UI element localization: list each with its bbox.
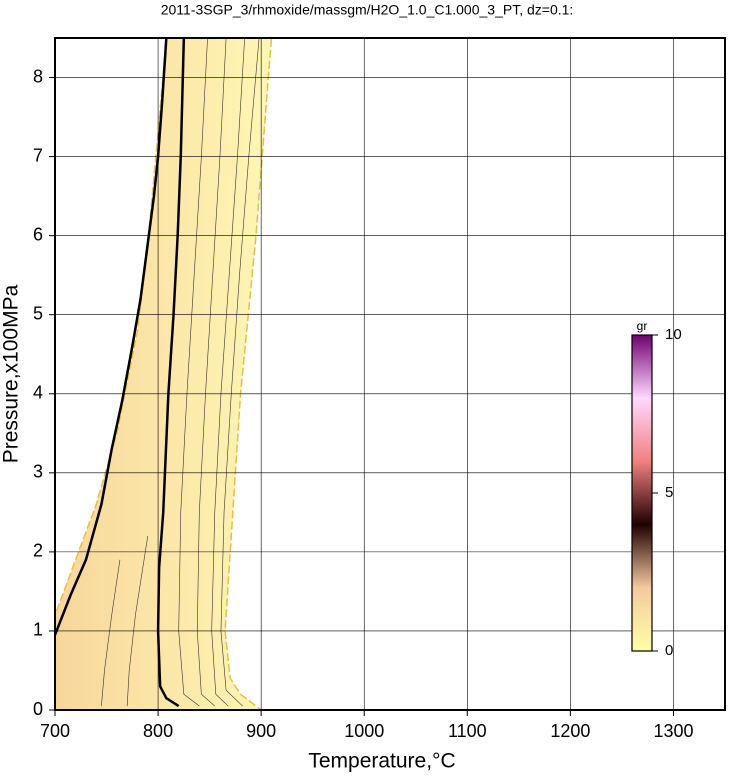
- contour-line: [156, 37, 186, 708]
- colorbar-tick-label: 0: [665, 642, 673, 659]
- colorbar-tick-label: 10: [665, 326, 682, 343]
- colorbar-tick-label: 5: [665, 484, 673, 501]
- x-tick-label: 800: [143, 721, 173, 741]
- x-tick-label: 900: [246, 721, 276, 741]
- chart-title: 2011-3SGP_3/rhmoxide/massgm/H2O_1.0_C1.0…: [161, 2, 574, 18]
- x-axis-label: Temperature,°C: [308, 750, 455, 773]
- y-axis-label: Pressure,x100MPa: [0, 284, 23, 463]
- y-tick-label: 8: [33, 66, 43, 86]
- x-tick-label: 1000: [344, 721, 384, 741]
- plot-frame: [54, 37, 726, 711]
- y-tick-label: 5: [33, 303, 43, 323]
- contour-line: [220, 37, 260, 707]
- contour-line: [178, 37, 208, 707]
- y-tick-label: 2: [33, 541, 43, 561]
- x-tick-label: 700: [40, 721, 70, 741]
- colorbar: [631, 334, 653, 652]
- y-tick-label: 6: [33, 224, 43, 244]
- x-tick-label: 1100: [448, 721, 487, 741]
- contour-line: [101, 559, 121, 707]
- y-tick-label: 4: [33, 383, 43, 403]
- y-tick-label: 0: [33, 699, 43, 719]
- contour-line: [211, 37, 245, 707]
- contour-line: [126, 536, 149, 707]
- y-tick-label: 3: [33, 462, 43, 482]
- y-tick-label: 1: [33, 620, 43, 640]
- colorbar-label: gr: [637, 319, 648, 333]
- x-tick-label: 1200: [550, 721, 590, 741]
- y-tick-label: 7: [33, 145, 43, 165]
- x-tick-label: 1300: [653, 721, 693, 741]
- contour-line: [196, 37, 227, 707]
- field-area: [54, 37, 273, 711]
